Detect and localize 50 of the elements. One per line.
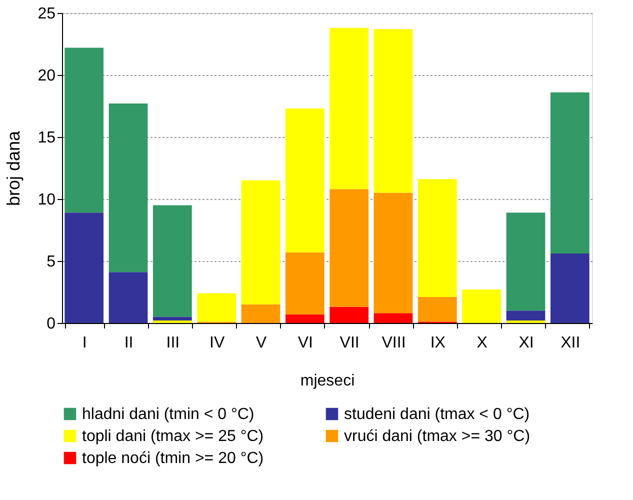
y-tick-label: 20 — [38, 68, 56, 84]
x-tick-label: VI — [298, 334, 313, 352]
x-tick-label: X — [476, 334, 488, 352]
y-axis-title: broj dana — [4, 130, 24, 206]
bar — [330, 189, 369, 307]
x-tick-label: VIII — [382, 334, 406, 352]
bar — [330, 306, 369, 323]
bar — [285, 252, 324, 314]
legend-label: studeni dani (tmax < 0 °C) — [344, 406, 530, 423]
bar — [506, 310, 546, 321]
bar — [418, 179, 457, 297]
bar — [241, 180, 280, 304]
x-tick-label: II — [124, 334, 134, 352]
bar — [241, 304, 280, 323]
bar — [374, 29, 413, 193]
x-tick-label: XI — [518, 334, 534, 352]
x-tick-label: V — [256, 334, 267, 352]
x-tick-label: VII — [340, 334, 360, 352]
bar — [550, 92, 590, 254]
bar — [108, 104, 148, 272]
bar — [152, 316, 192, 321]
y-tick-label: 0 — [46, 316, 56, 332]
y-tick-label: 25 — [38, 6, 56, 22]
x-tick-label: III — [166, 334, 180, 352]
bar — [64, 48, 104, 213]
x-tick-label: I — [82, 334, 87, 352]
x-tick-label: IV — [210, 334, 225, 352]
legend-label: topli dani (tmax >= 25 °C) — [82, 428, 264, 445]
x-tick-label: IX — [430, 334, 446, 352]
bar — [418, 296, 457, 322]
bar — [550, 254, 590, 323]
bar — [64, 212, 104, 323]
bar — [506, 212, 546, 311]
y-tick-label: 10 — [38, 192, 56, 208]
legend-label: tople noći (tmin >= 20 °C) — [82, 450, 264, 467]
y-tick-label: 5 — [46, 254, 56, 270]
bar — [462, 290, 502, 323]
x-axis-title: mjeseci — [300, 372, 355, 390]
bar — [285, 108, 324, 252]
bar — [374, 313, 413, 323]
bar — [374, 192, 413, 314]
bar — [285, 314, 324, 323]
bar — [330, 28, 369, 190]
legend-label: vrući dani (tmax >= 30 °C) — [344, 428, 530, 445]
bar — [108, 272, 148, 323]
y-tick-label: 15 — [38, 130, 56, 146]
bar — [152, 205, 192, 317]
x-tick-label: XII — [560, 334, 580, 352]
bar — [197, 293, 236, 322]
legend-label: hladni dani (tmin < 0 °C) — [82, 406, 254, 423]
